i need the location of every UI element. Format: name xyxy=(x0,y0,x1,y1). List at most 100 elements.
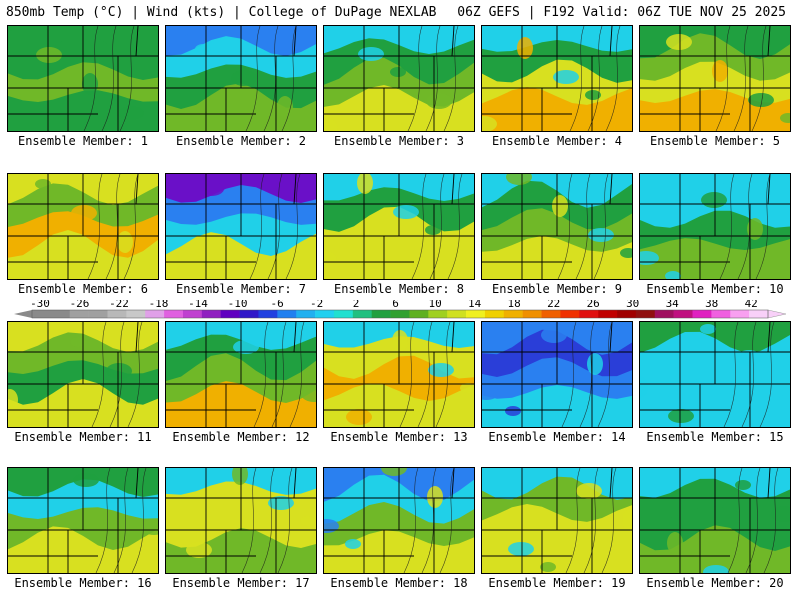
colorbar-swatch xyxy=(107,310,127,318)
temperature-contours xyxy=(723,322,775,427)
colorbar-tick-label: -14 xyxy=(188,300,208,310)
state-borders xyxy=(482,174,632,279)
colorbar-swatch xyxy=(673,310,693,318)
state-borders xyxy=(166,468,316,573)
ensemble-panel xyxy=(481,25,633,132)
temperature-contours xyxy=(557,174,609,279)
colorbar-tick-label: 30 xyxy=(626,300,639,310)
colorbar-swatch xyxy=(296,310,316,318)
colorbar-tick-label: -30 xyxy=(30,300,50,310)
ensemble-panel xyxy=(7,25,159,132)
ensemble-panel xyxy=(481,173,633,280)
colorbar-tick-label: 22 xyxy=(547,300,560,310)
colorbar-tick-label: 42 xyxy=(745,300,758,310)
temperature-contours xyxy=(719,174,771,279)
colorbar-swatch xyxy=(390,310,410,318)
member-label: Ensemble Member: 9 xyxy=(491,282,623,296)
colorbar-swatch xyxy=(258,310,278,318)
colorbar-tick-label: 6 xyxy=(392,300,399,310)
member-label: Ensemble Member: 20 xyxy=(646,576,784,590)
temperature-contours xyxy=(727,468,779,573)
colorbar-swatch xyxy=(371,310,391,318)
temperature-map xyxy=(482,26,632,131)
colorbar-tick-label: 10 xyxy=(428,300,441,310)
colorbar-swatch xyxy=(579,310,599,318)
colorbar-tick-label: -26 xyxy=(70,300,90,310)
colorbar-swatch xyxy=(692,310,712,318)
member-label: Ensemble Member: 3 xyxy=(333,134,465,148)
colorbar-swatch xyxy=(201,310,222,318)
member-label: Ensemble Member: 14 xyxy=(488,430,626,444)
temperature-map xyxy=(8,174,158,279)
temperature-contours xyxy=(399,322,451,427)
colorbar-swatch xyxy=(145,310,165,318)
ensemble-panel xyxy=(639,467,791,574)
state-borders xyxy=(640,322,790,427)
state-borders xyxy=(324,322,474,427)
member-label: Ensemble Member: 5 xyxy=(649,134,781,148)
colorbar-swatch xyxy=(541,310,561,318)
ensemble-panel xyxy=(7,321,159,428)
state-borders xyxy=(640,468,790,573)
member-label: Ensemble Member: 8 xyxy=(333,282,465,296)
state-borders xyxy=(8,468,158,573)
colorbar-min-arrow xyxy=(14,310,32,318)
colorbar-swatch xyxy=(69,310,89,318)
colorbar-swatch xyxy=(32,310,52,318)
member-label: Ensemble Member: 11 xyxy=(14,430,152,444)
colorbar-swatch xyxy=(598,310,618,318)
colorbar-tick-label: -6 xyxy=(270,300,283,310)
colorbar-tick-label: -22 xyxy=(109,300,129,310)
temperature-map xyxy=(324,468,474,573)
colorbar-max-arrow xyxy=(767,309,786,319)
state-borders xyxy=(8,174,158,279)
ensemble-panel xyxy=(323,321,475,428)
state-borders xyxy=(640,174,790,279)
colorbar-tick-label: -2 xyxy=(310,300,323,310)
ensemble-panel xyxy=(165,173,317,280)
colorbar-swatch xyxy=(711,310,731,318)
temperature-map xyxy=(640,174,790,279)
temperature-map xyxy=(8,26,158,131)
colorbar-swatch xyxy=(277,310,297,318)
temperature-contours xyxy=(87,174,139,279)
temperature-map xyxy=(482,322,632,427)
temperature-map xyxy=(640,322,790,427)
state-borders xyxy=(640,26,790,131)
member-label: Ensemble Member: 16 xyxy=(14,576,152,590)
member-label: Ensemble Member: 13 xyxy=(330,430,468,444)
temperature-colorbar: -30 -26 -22 -18 -14 -10 -6 -2 2 6 10 14 18 22 26 30 34 38… xyxy=(14,300,786,319)
temperature-map xyxy=(166,322,316,427)
temperature-map xyxy=(166,468,316,573)
member-label: Ensemble Member: 10 xyxy=(646,282,784,296)
colorbar-swatch xyxy=(315,310,335,318)
colorbar-swatch xyxy=(503,310,523,318)
state-borders xyxy=(324,26,474,131)
temperature-contours xyxy=(411,174,463,279)
colorbar-tick-label: 18 xyxy=(507,300,520,310)
ensemble-panel xyxy=(323,25,475,132)
member-label: Ensemble Member: 7 xyxy=(175,282,307,296)
temperature-contours xyxy=(403,468,455,573)
state-borders xyxy=(482,26,632,131)
temperature-map xyxy=(166,174,316,279)
member-label: Ensemble Member: 19 xyxy=(488,576,626,590)
colorbar-swatch xyxy=(409,310,429,318)
colorbar-swatch xyxy=(50,310,71,318)
colorbar-swatch xyxy=(164,310,184,318)
colorbar-tick-label: 38 xyxy=(705,300,718,310)
ensemble-panel xyxy=(165,467,317,574)
colorbar-swatch xyxy=(333,310,354,318)
temperature-map xyxy=(482,468,632,573)
colorbar-swatch xyxy=(749,310,769,318)
colorbar-swatch xyxy=(447,310,467,318)
colorbar-swatch xyxy=(635,310,656,318)
ensemble-panel xyxy=(481,321,633,428)
member-label: Ensemble Member: 15 xyxy=(646,430,784,444)
temperature-contours xyxy=(253,322,305,427)
state-borders xyxy=(482,468,632,573)
state-borders xyxy=(324,174,474,279)
temperature-contours xyxy=(95,468,147,573)
temperature-contours xyxy=(241,468,293,573)
member-label: Ensemble Member: 18 xyxy=(330,576,468,590)
